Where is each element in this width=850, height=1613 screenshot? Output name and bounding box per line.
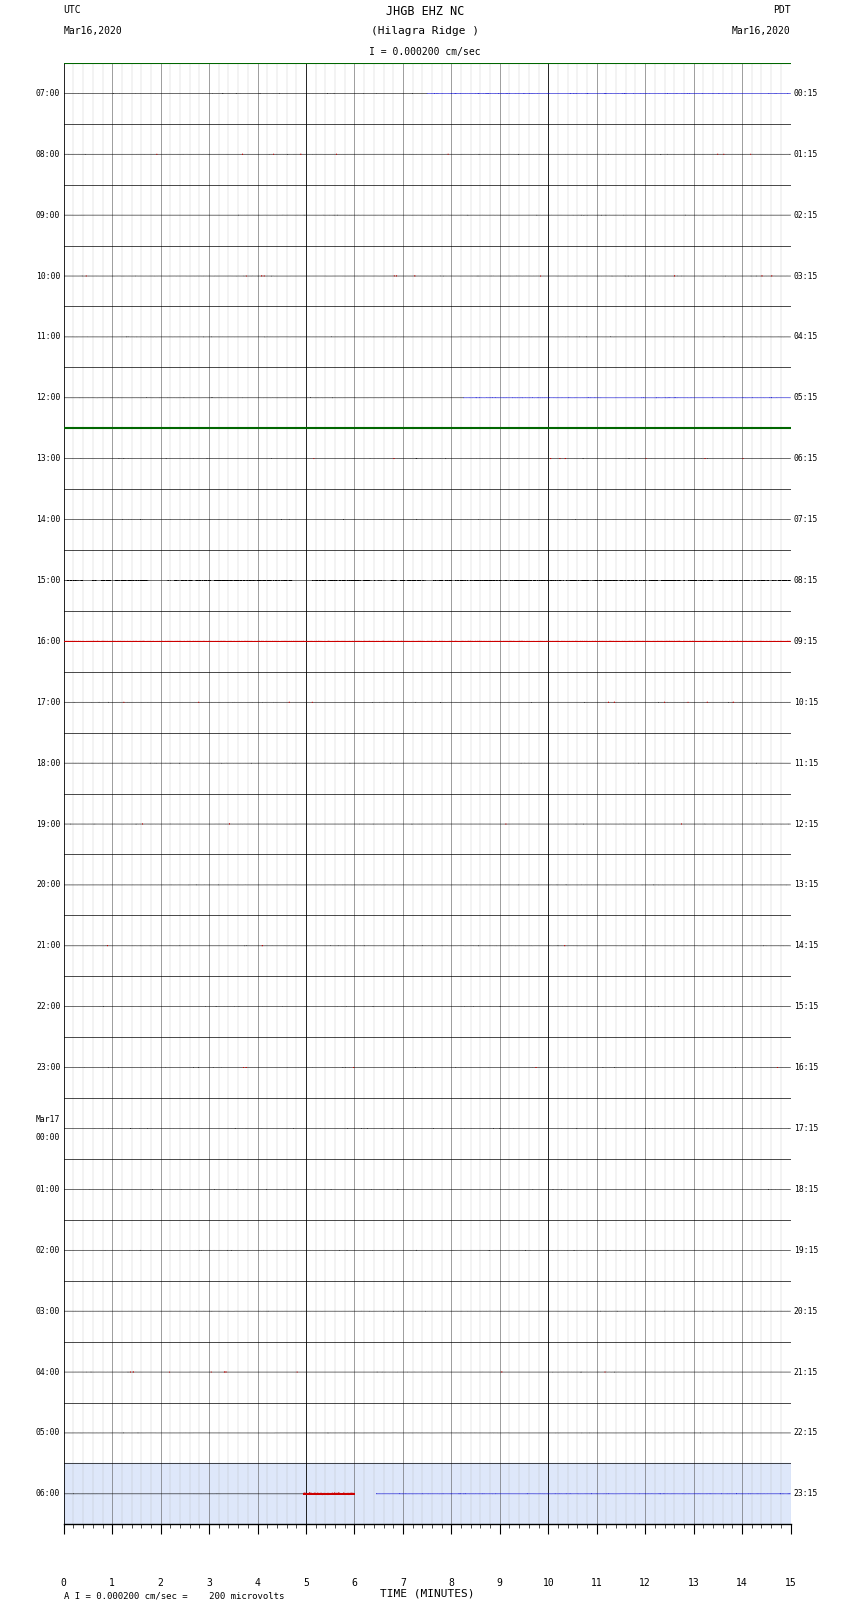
- Text: 09:00: 09:00: [36, 211, 60, 219]
- Text: 09:15: 09:15: [794, 637, 819, 645]
- Text: 15:00: 15:00: [36, 576, 60, 586]
- Text: 01:15: 01:15: [794, 150, 819, 158]
- Text: (Hilagra Ridge ): (Hilagra Ridge ): [371, 26, 479, 35]
- Text: 10:15: 10:15: [794, 698, 819, 706]
- Text: 07:00: 07:00: [36, 89, 60, 98]
- Text: 08:15: 08:15: [794, 576, 819, 586]
- Text: 16:00: 16:00: [36, 637, 60, 645]
- Text: 3: 3: [207, 1579, 212, 1589]
- Text: 03:00: 03:00: [36, 1307, 60, 1316]
- Text: 2: 2: [158, 1579, 163, 1589]
- Text: 1: 1: [110, 1579, 115, 1589]
- Text: 17:00: 17:00: [36, 698, 60, 706]
- Text: 11: 11: [591, 1579, 603, 1589]
- Text: 05:15: 05:15: [794, 394, 819, 402]
- Text: 04:00: 04:00: [36, 1368, 60, 1376]
- Text: I = 0.000200 cm/sec: I = 0.000200 cm/sec: [369, 47, 481, 56]
- Text: 21:00: 21:00: [36, 942, 60, 950]
- Text: 06:00: 06:00: [36, 1489, 60, 1498]
- Text: 5: 5: [303, 1579, 309, 1589]
- Text: 23:15: 23:15: [794, 1489, 819, 1498]
- Text: 13:15: 13:15: [794, 881, 819, 889]
- Text: 10: 10: [542, 1579, 554, 1589]
- Text: 22:15: 22:15: [794, 1429, 819, 1437]
- Text: 02:15: 02:15: [794, 211, 819, 219]
- Text: 8: 8: [449, 1579, 454, 1589]
- Text: 14:00: 14:00: [36, 515, 60, 524]
- Text: 21:15: 21:15: [794, 1368, 819, 1376]
- Text: 16:15: 16:15: [794, 1063, 819, 1073]
- Text: 4: 4: [255, 1579, 260, 1589]
- Text: 10:00: 10:00: [36, 271, 60, 281]
- Text: 07:15: 07:15: [794, 515, 819, 524]
- Text: 11:15: 11:15: [794, 758, 819, 768]
- Text: 20:00: 20:00: [36, 881, 60, 889]
- Text: 19:15: 19:15: [794, 1245, 819, 1255]
- Text: 11:00: 11:00: [36, 332, 60, 342]
- Text: Mar16,2020: Mar16,2020: [732, 26, 791, 35]
- Text: 08:00: 08:00: [36, 150, 60, 158]
- Bar: [64, 1463, 791, 1524]
- Text: 13: 13: [688, 1579, 700, 1589]
- Text: 18:00: 18:00: [36, 758, 60, 768]
- Text: 05:00: 05:00: [36, 1429, 60, 1437]
- Text: A I = 0.000200 cm/sec =    200 microvolts: A I = 0.000200 cm/sec = 200 microvolts: [64, 1590, 284, 1600]
- Text: 12:15: 12:15: [794, 819, 819, 829]
- X-axis label: TIME (MINUTES): TIME (MINUTES): [380, 1589, 474, 1598]
- Text: 06:15: 06:15: [794, 455, 819, 463]
- Text: 7: 7: [400, 1579, 405, 1589]
- Text: 00:15: 00:15: [794, 89, 819, 98]
- Text: 17:15: 17:15: [794, 1124, 819, 1132]
- Text: 03:15: 03:15: [794, 271, 819, 281]
- Text: 02:00: 02:00: [36, 1245, 60, 1255]
- Text: PDT: PDT: [773, 5, 790, 15]
- Text: 20:15: 20:15: [794, 1307, 819, 1316]
- Text: 23:00: 23:00: [36, 1063, 60, 1073]
- Text: 22:00: 22:00: [36, 1002, 60, 1011]
- Text: 14:15: 14:15: [794, 942, 819, 950]
- Text: 15:15: 15:15: [794, 1002, 819, 1011]
- Text: 14: 14: [736, 1579, 748, 1589]
- Text: 6: 6: [352, 1579, 357, 1589]
- Text: 00:00: 00:00: [36, 1132, 60, 1142]
- Text: 12:00: 12:00: [36, 394, 60, 402]
- Text: Mar16,2020: Mar16,2020: [64, 26, 122, 35]
- Text: 12: 12: [639, 1579, 651, 1589]
- Text: 9: 9: [497, 1579, 502, 1589]
- Text: UTC: UTC: [64, 5, 82, 15]
- Text: 0: 0: [61, 1579, 66, 1589]
- Text: 01:00: 01:00: [36, 1186, 60, 1194]
- Text: JHGB EHZ NC: JHGB EHZ NC: [386, 5, 464, 18]
- Text: 18:15: 18:15: [794, 1186, 819, 1194]
- Text: 13:00: 13:00: [36, 455, 60, 463]
- Text: 04:15: 04:15: [794, 332, 819, 342]
- Text: 15: 15: [785, 1579, 796, 1589]
- Text: 19:00: 19:00: [36, 819, 60, 829]
- Text: Mar17: Mar17: [36, 1115, 60, 1124]
